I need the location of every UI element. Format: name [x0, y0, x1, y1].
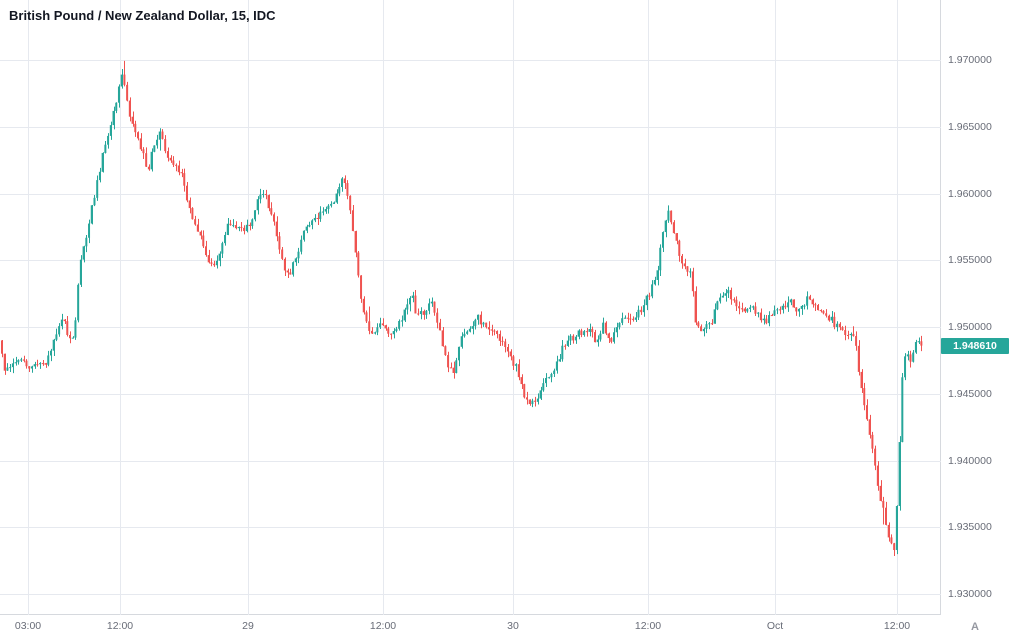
- price-axis-label: 1.930000: [948, 588, 992, 601]
- time-axis-label: 12:00: [369, 620, 397, 632]
- tradingview-logo-icon[interactable]: A: [971, 621, 979, 633]
- price-axis-label: 1.955000: [948, 254, 992, 267]
- time-axis-label: 30: [507, 620, 519, 632]
- time-axis-label: 12:00: [106, 620, 134, 632]
- axis-corner: A: [941, 615, 1009, 639]
- price-chart-pane[interactable]: British Pound / New Zealand Dollar, 15, …: [0, 0, 941, 615]
- time-axis-label: 29: [242, 620, 254, 632]
- time-axis-label: Oct: [766, 620, 784, 632]
- price-axis-label: 1.935000: [948, 521, 992, 534]
- price-axis-label: 1.945000: [948, 387, 992, 400]
- price-axis-label: 1.965000: [948, 120, 992, 133]
- time-axis[interactable]: 03:00 12:00 29 12:00 30 12:00 Oct 12:00: [0, 615, 941, 639]
- symbol-title: British Pound / New Zealand Dollar, 15, …: [9, 8, 276, 23]
- candlestick-chart[interactable]: [0, 0, 941, 615]
- price-axis[interactable]: 1.948610 1.970000 1.965000 1.960000 1.95500…: [941, 0, 1009, 615]
- time-axis-label: 12:00: [883, 620, 911, 632]
- price-axis-label: 1.950000: [948, 321, 992, 334]
- time-axis-label: 03:00: [14, 620, 42, 632]
- price-axis-label: 1.970000: [948, 54, 992, 67]
- price-axis-label: 1.960000: [948, 187, 992, 200]
- time-axis-label: 12:00: [634, 620, 662, 632]
- price-axis-label: 1.940000: [948, 454, 992, 467]
- last-price-badge: 1.948610: [941, 337, 1009, 354]
